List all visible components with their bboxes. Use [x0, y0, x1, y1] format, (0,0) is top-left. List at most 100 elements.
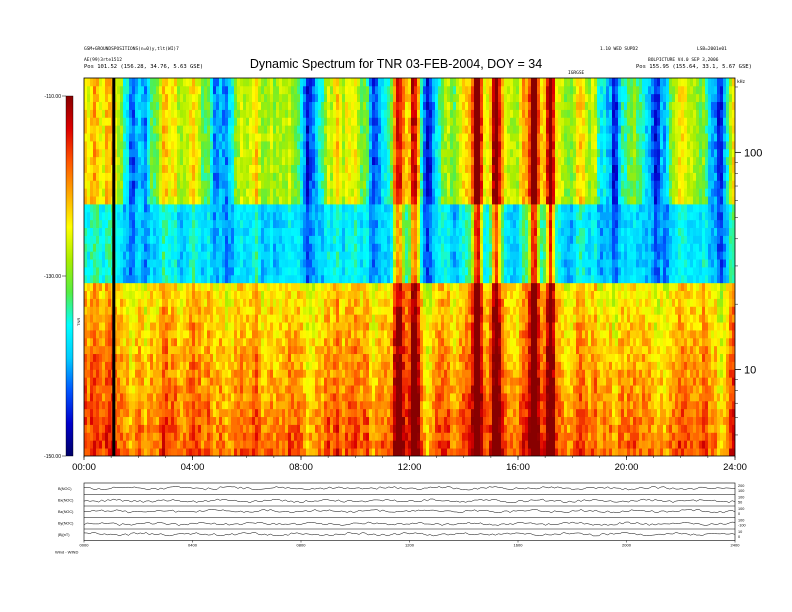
heatmap-cell	[288, 125, 292, 134]
heatmap-cell	[357, 298, 361, 307]
heatmap-cell	[219, 322, 223, 331]
heatmap-cell	[135, 361, 139, 370]
heatmap-cell	[126, 408, 130, 418]
heatmap-cell	[288, 156, 292, 166]
heatmap-cell	[345, 204, 349, 213]
heatmap-cell	[90, 259, 94, 268]
heatmap-cell	[96, 164, 100, 173]
heatmap-cell	[210, 235, 214, 244]
heatmap-cell	[378, 211, 382, 221]
heatmap-cell	[372, 164, 376, 173]
heatmap-cell	[150, 393, 154, 402]
heatmap-cell	[354, 109, 358, 118]
heatmap-cell	[246, 337, 250, 347]
heatmap-cell	[366, 141, 370, 150]
heatmap-cell	[126, 117, 130, 126]
heatmap-cell	[258, 180, 262, 189]
heatmap-cell	[288, 385, 292, 394]
heatmap-cell	[225, 432, 229, 441]
heatmap-cell	[192, 78, 196, 87]
heatmap-cell	[144, 227, 148, 236]
heatmap-cell	[297, 393, 301, 402]
heatmap-cell	[306, 141, 310, 150]
heatmap-cell	[363, 400, 367, 410]
heatmap-cell	[279, 337, 283, 347]
heatmap-cell	[324, 361, 328, 370]
heatmap-cell	[309, 369, 313, 378]
heatmap-cell	[216, 243, 220, 252]
heatmap-cell	[150, 188, 154, 197]
heatmap-cell	[240, 259, 244, 268]
heatmap-cell	[198, 117, 202, 126]
heatmap-cell	[258, 274, 262, 284]
heatmap-cell	[141, 172, 145, 181]
heatmap-cell	[186, 393, 190, 402]
heatmap-cell	[189, 172, 193, 181]
heatmap-cell	[357, 424, 361, 433]
heatmap-cell	[351, 400, 355, 410]
heatmap-cell	[213, 385, 217, 394]
heatmap-cell	[309, 141, 313, 150]
heatmap-cell	[87, 125, 91, 134]
heatmap-cell	[366, 133, 370, 142]
heatmap-cell	[162, 211, 166, 221]
heatmap-cell	[231, 180, 235, 189]
heatmap-cell	[135, 345, 139, 355]
heatmap-cell	[180, 243, 184, 252]
heatmap-cell	[198, 259, 202, 268]
heatmap-cell	[339, 282, 343, 292]
heatmap-cell	[267, 219, 271, 229]
heatmap-cell	[240, 188, 244, 197]
heatmap-cell	[282, 156, 286, 166]
heatmap-cell	[306, 322, 310, 331]
heatmap-cell	[243, 337, 247, 347]
heatmap-cell	[141, 322, 145, 331]
heatmap-cell	[162, 408, 166, 418]
heatmap-cell	[96, 93, 100, 103]
heatmap-cell	[369, 156, 373, 166]
heatmap-cell	[126, 148, 130, 158]
heatmap-cell	[231, 408, 235, 418]
heatmap-cell	[147, 180, 151, 189]
heatmap-cell	[348, 243, 352, 252]
heatmap-cell	[345, 416, 349, 425]
heatmap-cell	[276, 353, 280, 362]
heatmap-cell	[390, 101, 394, 110]
heatmap-cell	[288, 148, 292, 158]
heatmap-cell	[195, 164, 199, 173]
heatmap-cell	[198, 440, 202, 449]
heatmap-cell	[198, 85, 202, 95]
heatmap-cell	[369, 322, 373, 331]
heatmap-cell	[372, 148, 376, 158]
heatmap-cell	[156, 393, 160, 402]
heatmap-cell	[102, 227, 106, 236]
heatmap-cell	[201, 345, 205, 355]
heatmap-cell	[390, 93, 394, 103]
heatmap-cell	[324, 298, 328, 307]
heatmap-cell	[258, 235, 262, 244]
heatmap-cell	[129, 267, 133, 276]
heatmap-cell	[204, 353, 208, 362]
heatmap-cell	[288, 267, 292, 276]
heatmap-cell	[378, 125, 382, 134]
heatmap-cell	[387, 148, 391, 158]
heatmap-cell	[240, 164, 244, 173]
heatmap-cell	[321, 353, 325, 362]
heatmap-cell	[357, 282, 361, 292]
heatmap-cell	[216, 227, 220, 236]
heatmap-cell	[285, 448, 289, 456]
heatmap-cell	[150, 377, 154, 386]
heatmap-cell	[216, 259, 220, 268]
heatmap-cell	[354, 345, 358, 355]
heatmap-cell	[366, 369, 370, 378]
heatmap-cell	[255, 432, 259, 441]
heatmap-cell	[117, 448, 121, 456]
heatmap-cell	[246, 353, 250, 362]
heatmap-cell	[228, 141, 232, 150]
heatmap-cell	[231, 125, 235, 134]
heatmap-cell	[351, 117, 355, 126]
heatmap-cell	[309, 164, 313, 173]
heatmap-cell	[336, 267, 340, 276]
heatmap-cell	[330, 133, 334, 142]
heatmap-cell	[150, 141, 154, 150]
